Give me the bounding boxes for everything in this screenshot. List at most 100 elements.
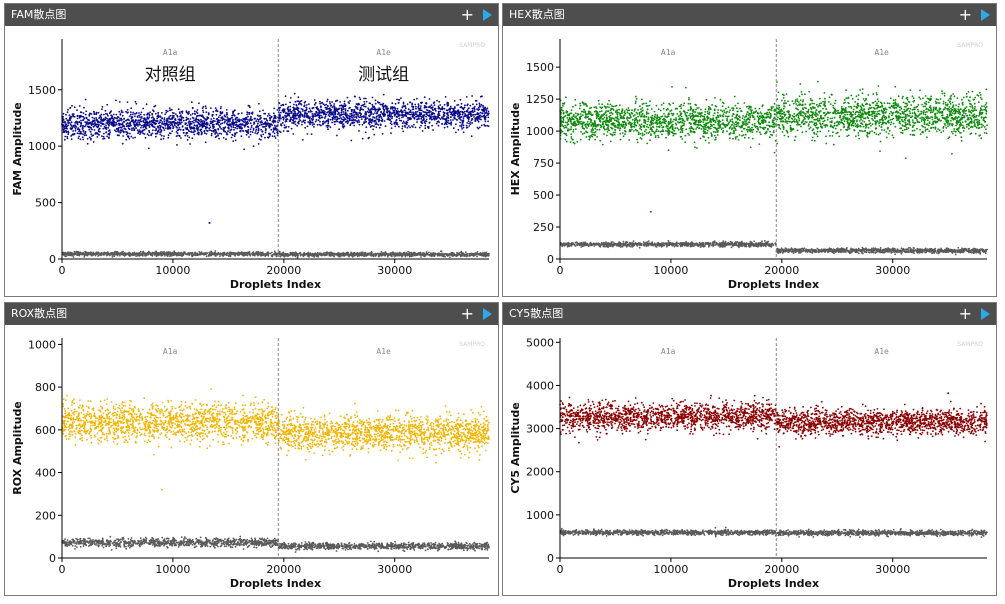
negative-droplet xyxy=(251,253,253,255)
negative-droplet xyxy=(328,253,331,255)
negative-droplet xyxy=(76,253,78,256)
positive-droplet xyxy=(65,113,67,116)
positive-droplet xyxy=(359,112,362,115)
positive-droplet xyxy=(257,120,260,123)
positive-droplet xyxy=(487,110,490,113)
positive-droplet xyxy=(88,128,91,131)
positive-droplet xyxy=(477,120,480,123)
negative-droplet xyxy=(169,253,172,255)
positive-droplet xyxy=(425,120,428,123)
positive-droplet xyxy=(409,101,411,104)
positive-droplet xyxy=(453,114,456,117)
positive-droplet xyxy=(377,108,380,111)
negative-droplet xyxy=(246,253,249,255)
negative-droplet xyxy=(173,250,176,253)
positive-droplet xyxy=(317,111,319,114)
positive-droplet xyxy=(352,122,354,125)
negative-droplet xyxy=(343,253,346,256)
positive-droplet xyxy=(328,115,331,118)
positive-droplet xyxy=(208,127,211,130)
positive-droplet xyxy=(270,115,273,118)
positive-droplet xyxy=(308,107,311,110)
positive-droplet xyxy=(117,129,120,132)
positive-droplet xyxy=(459,121,461,124)
positive-droplet xyxy=(329,104,332,107)
positive-droplet xyxy=(441,123,443,125)
positive-droplet xyxy=(334,100,337,103)
positive-droplet xyxy=(266,136,269,139)
positive-droplet xyxy=(317,108,319,111)
positive-droplet xyxy=(115,130,117,133)
positive-droplet xyxy=(164,127,167,129)
y-tick-label: 500 xyxy=(35,197,56,210)
negative-droplet xyxy=(294,251,297,254)
positive-droplet xyxy=(306,125,309,128)
add-icon[interactable]: + xyxy=(460,5,474,24)
positive-droplet xyxy=(247,115,249,118)
positive-droplet xyxy=(465,96,468,98)
positive-droplet xyxy=(225,132,228,134)
add-icon[interactable]: + xyxy=(958,5,972,24)
positive-droplet xyxy=(207,112,210,114)
positive-droplet xyxy=(271,124,274,126)
positive-droplet xyxy=(145,118,147,121)
positive-droplet xyxy=(125,110,127,113)
positive-droplet xyxy=(425,111,427,114)
negative-droplet xyxy=(115,251,118,253)
positive-droplet xyxy=(89,121,92,124)
negative-droplet xyxy=(150,253,153,256)
positive-droplet xyxy=(189,121,192,123)
play-icon[interactable] xyxy=(981,9,990,21)
positive-droplet xyxy=(347,114,349,117)
positive-droplet xyxy=(359,109,361,112)
positive-droplet xyxy=(437,113,440,115)
positive-droplet xyxy=(341,111,343,113)
positive-droplet xyxy=(126,132,129,135)
positive-droplet xyxy=(357,104,359,106)
positive-droplet xyxy=(267,112,270,115)
positive-droplet xyxy=(83,134,86,137)
positive-droplet xyxy=(334,120,337,123)
positive-droplet xyxy=(331,106,334,109)
positive-droplet xyxy=(291,116,294,118)
positive-droplet xyxy=(221,119,224,122)
positive-droplet xyxy=(401,110,404,113)
positive-droplet xyxy=(154,132,157,135)
positive-droplet xyxy=(142,124,145,127)
positive-droplet xyxy=(383,109,386,111)
x-tick-label: 30000 xyxy=(377,264,412,277)
positive-droplet xyxy=(381,112,384,115)
positive-droplet xyxy=(346,117,349,120)
positive-droplet xyxy=(264,131,267,134)
positive-droplet xyxy=(235,131,238,134)
play-icon[interactable] xyxy=(483,9,492,21)
positive-droplet xyxy=(461,106,463,109)
positive-droplet xyxy=(151,125,154,128)
positive-droplet xyxy=(417,103,420,106)
negative-droplet xyxy=(256,251,259,254)
positive-droplet xyxy=(156,130,159,133)
positive-droplet xyxy=(179,128,182,131)
positive-droplet xyxy=(196,127,198,129)
positive-droplet xyxy=(297,96,300,99)
positive-droplet xyxy=(383,114,386,117)
positive-droplet xyxy=(446,103,448,105)
positive-droplet xyxy=(116,117,118,120)
positive-droplet xyxy=(408,118,411,121)
positive-droplet xyxy=(413,113,415,116)
positive-droplet xyxy=(486,112,489,115)
positive-droplet xyxy=(64,127,67,130)
positive-droplet xyxy=(283,108,286,111)
positive-droplet xyxy=(191,112,194,115)
positive-droplet xyxy=(249,118,251,121)
positive-droplet xyxy=(246,120,249,123)
positive-droplet xyxy=(346,113,348,115)
positive-droplet xyxy=(309,109,312,112)
positive-droplet xyxy=(334,116,337,118)
positive-droplet xyxy=(324,111,326,113)
positive-droplet xyxy=(297,121,299,124)
positive-droplet xyxy=(144,125,147,128)
positive-droplet xyxy=(335,109,338,112)
positive-droplet xyxy=(289,108,292,111)
positive-droplet xyxy=(303,105,305,108)
